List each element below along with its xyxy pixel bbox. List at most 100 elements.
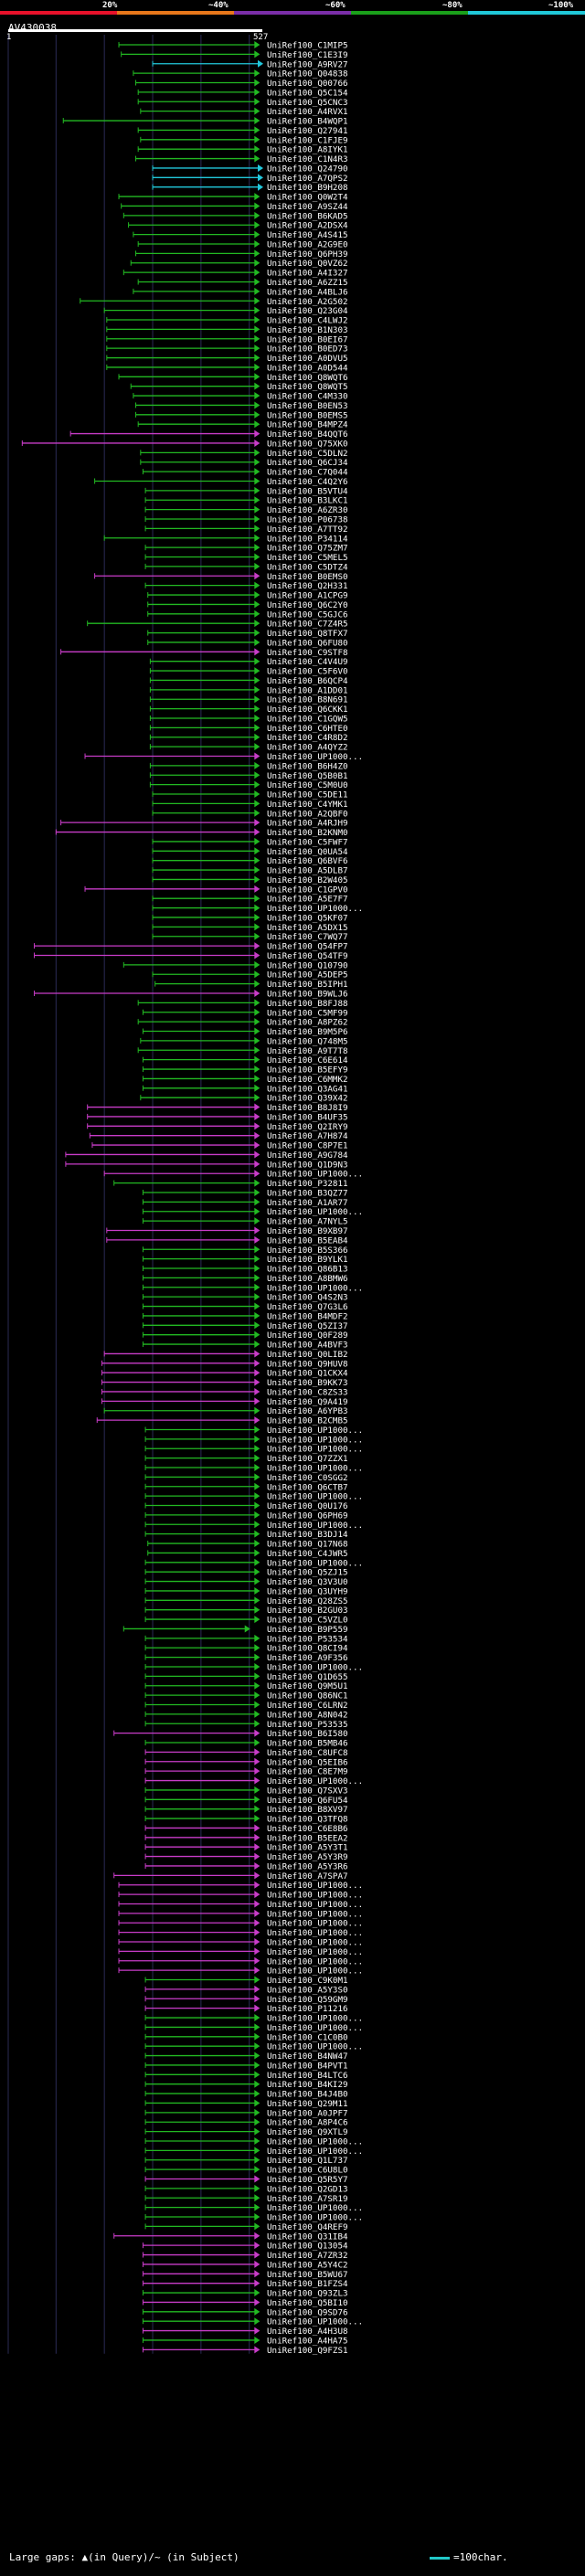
hit-row[interactable]: UniRef100_A4H3U8 (142, 2327, 348, 2337)
hit-row[interactable]: UniRef100_B8N691 (149, 695, 348, 705)
hit-row[interactable]: UniRef100_B1FZS4 (142, 2279, 348, 2289)
hit-row[interactable]: UniRef100_A9G784 (65, 1150, 348, 1161)
hit-row[interactable]: UniRef100_C7WQ77 (152, 932, 348, 942)
hit-row[interactable]: UniRef100_Q4REF9 (144, 2222, 348, 2232)
hit-row[interactable]: UniRef100_C6HTE0 (149, 724, 348, 734)
hit-label[interactable]: UniRef100_B9WLJ6 (267, 990, 348, 1000)
hit-label[interactable]: UniRef100_UP1000... (267, 1207, 363, 1217)
hit-label[interactable]: UniRef100_Q75ZM7 (267, 544, 348, 554)
hit-label[interactable]: UniRef100_Q5R5Y7 (267, 2175, 348, 2185)
hit-label[interactable]: UniRef100_B4PVT1 (267, 2061, 348, 2071)
hit-row[interactable]: UniRef100_UP1000... (144, 2042, 363, 2052)
hit-row[interactable]: UniRef100_B5EEA2 (144, 1833, 348, 1843)
hit-label[interactable]: UniRef100_B4J4B0 (267, 2090, 348, 2100)
hit-label[interactable]: UniRef100_A0D544 (267, 363, 348, 373)
hit-row[interactable]: UniRef100_Q86NC1 (144, 1691, 348, 1701)
hit-label[interactable]: UniRef100_C5M0U0 (267, 780, 348, 790)
hit-label[interactable]: UniRef100_C4V4U9 (267, 657, 348, 667)
hit-label[interactable]: UniRef100_Q3UYH9 (267, 1586, 348, 1596)
hit-label[interactable]: UniRef100_Q6CTB7 (267, 1482, 348, 1492)
hit-row[interactable]: UniRef100_B0EMS0 (94, 572, 348, 582)
hit-row[interactable]: UniRef100_A9RV27 (152, 59, 348, 69)
hit-row[interactable]: UniRef100_A6ZR30 (144, 505, 348, 515)
hit-row[interactable]: UniRef100_Q2IRY9 (87, 1122, 348, 1132)
hit-row[interactable]: UniRef100_Q6CTB7 (144, 1482, 348, 1492)
hit-label[interactable]: UniRef100_A2G502 (267, 297, 348, 307)
hit-row[interactable]: UniRef100_Q59GM9 (144, 1995, 348, 2005)
hit-label[interactable]: UniRef100_Q6C2Y0 (267, 600, 348, 610)
hit-label[interactable]: UniRef100_A2DSX4 (267, 221, 348, 231)
hit-row[interactable]: UniRef100_UP1000... (144, 2213, 363, 2223)
hit-row[interactable]: UniRef100_Q7SXV3 (144, 1786, 348, 1796)
hit-label[interactable]: UniRef100_Q9XTL9 (267, 2127, 348, 2137)
hit-label[interactable]: UniRef100_A0JPF7 (267, 2108, 348, 2118)
hit-row[interactable]: UniRef100_B4QQT6 (69, 429, 348, 440)
hit-row[interactable]: UniRef100_Q1D655 (144, 1672, 348, 1682)
hit-label[interactable]: UniRef100_Q04838 (267, 69, 348, 80)
hit-label[interactable]: UniRef100_B6KAD5 (267, 211, 348, 221)
hit-row[interactable]: UniRef100_B5MB46 (144, 1739, 348, 1749)
hit-row[interactable]: UniRef100_B2W405 (152, 875, 348, 885)
hit-row[interactable]: UniRef100_UP1000... (144, 1435, 363, 1445)
hit-row[interactable]: UniRef100_UP1000... (144, 2014, 363, 2024)
hit-row[interactable]: UniRef100_A5E7F7 (152, 895, 348, 905)
hit-row[interactable]: UniRef100_A8IYK1 (137, 145, 348, 155)
hit-label[interactable]: UniRef100_C1GPV0 (267, 885, 348, 895)
hit-row[interactable]: UniRef100_C0SGG2 (144, 1473, 348, 1483)
hit-label[interactable]: UniRef100_B5EEA2 (267, 1833, 348, 1843)
hit-row[interactable]: UniRef100_A5Y3T1 (144, 1843, 348, 1853)
hit-row[interactable]: UniRef100_A4RVX1 (140, 107, 348, 117)
hit-label[interactable]: UniRef100_Q8WQT6 (267, 373, 348, 383)
hit-label[interactable]: UniRef100_Q93ZL3 (267, 2289, 348, 2299)
hit-row[interactable]: UniRef100_C6U8L0 (144, 2166, 348, 2176)
hit-label[interactable]: UniRef100_A4S415 (267, 230, 348, 240)
hit-label[interactable]: UniRef100_Q6FU54 (267, 1796, 348, 1806)
hit-row[interactable]: UniRef100_B9H208 (152, 183, 348, 193)
hit-row[interactable]: UniRef100_UP1000... (118, 1947, 363, 1957)
hit-row[interactable]: UniRef100_P53535 (144, 1720, 348, 1730)
hit-label[interactable]: UniRef100_A5Y3S0 (267, 1985, 348, 1995)
hit-label[interactable]: UniRef100_C5MEL5 (267, 553, 348, 563)
hit-row[interactable]: UniRef100_Q6PH69 (144, 1511, 348, 1521)
hit-row[interactable]: UniRef100_UP1000... (118, 1956, 363, 1966)
hit-row[interactable]: UniRef100_B4PVT1 (144, 2061, 348, 2071)
hit-label[interactable]: UniRef100_Q6CKK1 (267, 705, 348, 715)
hit-label[interactable]: UniRef100_C5DE11 (267, 790, 348, 800)
hit-label[interactable]: UniRef100_A7H874 (267, 1131, 348, 1141)
hit-row[interactable]: UniRef100_C1GPV0 (84, 885, 348, 895)
hit-label[interactable]: UniRef100_B4UF35 (267, 1112, 348, 1122)
hit-label[interactable]: UniRef100_Q24790 (267, 164, 348, 174)
hit-row[interactable]: UniRef100_Q0UA54 (152, 847, 348, 857)
hit-label[interactable]: UniRef100_UP1000... (267, 1558, 363, 1568)
hit-row[interactable]: UniRef100_B6KAD5 (122, 211, 348, 221)
hit-row[interactable]: UniRef100_Q8TFX7 (147, 629, 348, 639)
hit-row[interactable]: UniRef100_B0EI67 (106, 334, 348, 345)
hit-label[interactable]: UniRef100_Q3TFQ8 (267, 1815, 348, 1825)
hit-row[interactable]: UniRef100_A7QPS2 (152, 174, 348, 184)
hit-row[interactable]: UniRef100_Q9HUV8 (101, 1359, 348, 1369)
hit-label[interactable]: UniRef100_A9T7T8 (267, 1046, 348, 1056)
hit-row[interactable]: UniRef100_UP1000... (118, 1881, 363, 1891)
hit-label[interactable]: UniRef100_UP1000... (267, 2213, 363, 2223)
hit-row[interactable]: UniRef100_Q9XTL9 (144, 2127, 348, 2137)
hit-row[interactable]: UniRef100_C1FJE9 (140, 135, 348, 145)
hit-label[interactable]: UniRef100_Q5EIB6 (267, 1757, 348, 1767)
hit-label[interactable]: UniRef100_B4QQT6 (267, 429, 348, 440)
hit-row[interactable]: UniRef100_C4V4U9 (149, 657, 348, 667)
hit-label[interactable]: UniRef100_B4WQP1 (267, 117, 348, 127)
hit-label[interactable]: UniRef100_Q6FU80 (267, 638, 348, 648)
hit-label[interactable]: UniRef100_A2G9E0 (267, 239, 348, 249)
hit-label[interactable]: UniRef100_B4MPZ4 (267, 420, 348, 430)
hit-row[interactable]: UniRef100_A7SPA7 (113, 1871, 348, 1882)
hit-label[interactable]: UniRef100_B2KNM0 (267, 828, 348, 838)
hit-row[interactable]: UniRef100_B5EFY9 (142, 1065, 348, 1076)
hit-row[interactable]: UniRef100_Q24790 (152, 164, 348, 174)
hit-row[interactable]: UniRef100_B1N303 (106, 325, 348, 335)
hit-label[interactable]: UniRef100_A8BMW6 (267, 1274, 348, 1284)
hit-label[interactable]: UniRef100_A1AR77 (267, 1198, 348, 1208)
hit-label[interactable]: UniRef100_UP1000... (267, 1426, 363, 1436)
hit-row[interactable]: UniRef100_UP1000... (144, 1521, 363, 1531)
hit-row[interactable]: UniRef100_B0EMS5 (135, 410, 348, 420)
hit-row[interactable]: UniRef100_Q0VZ62 (130, 259, 348, 269)
hit-row[interactable]: UniRef100_C1GQW5 (149, 714, 348, 724)
